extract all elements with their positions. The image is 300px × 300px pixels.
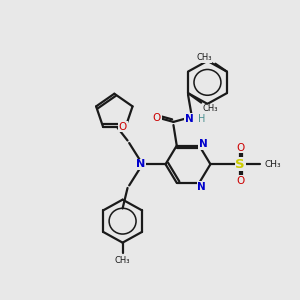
Text: N: N [185,114,194,124]
Text: S: S [235,158,245,171]
Text: CH₃: CH₃ [203,104,218,113]
Text: CH₃: CH₃ [265,160,282,169]
Text: N: N [197,182,206,192]
Text: N: N [199,139,208,149]
Text: O: O [153,113,161,123]
Text: CH₃: CH₃ [115,256,130,265]
Text: O: O [119,122,127,132]
Text: O: O [236,176,244,186]
Text: H: H [198,114,205,124]
Text: O: O [236,143,244,153]
Text: CH₃: CH₃ [196,53,212,62]
Text: N: N [136,159,146,169]
